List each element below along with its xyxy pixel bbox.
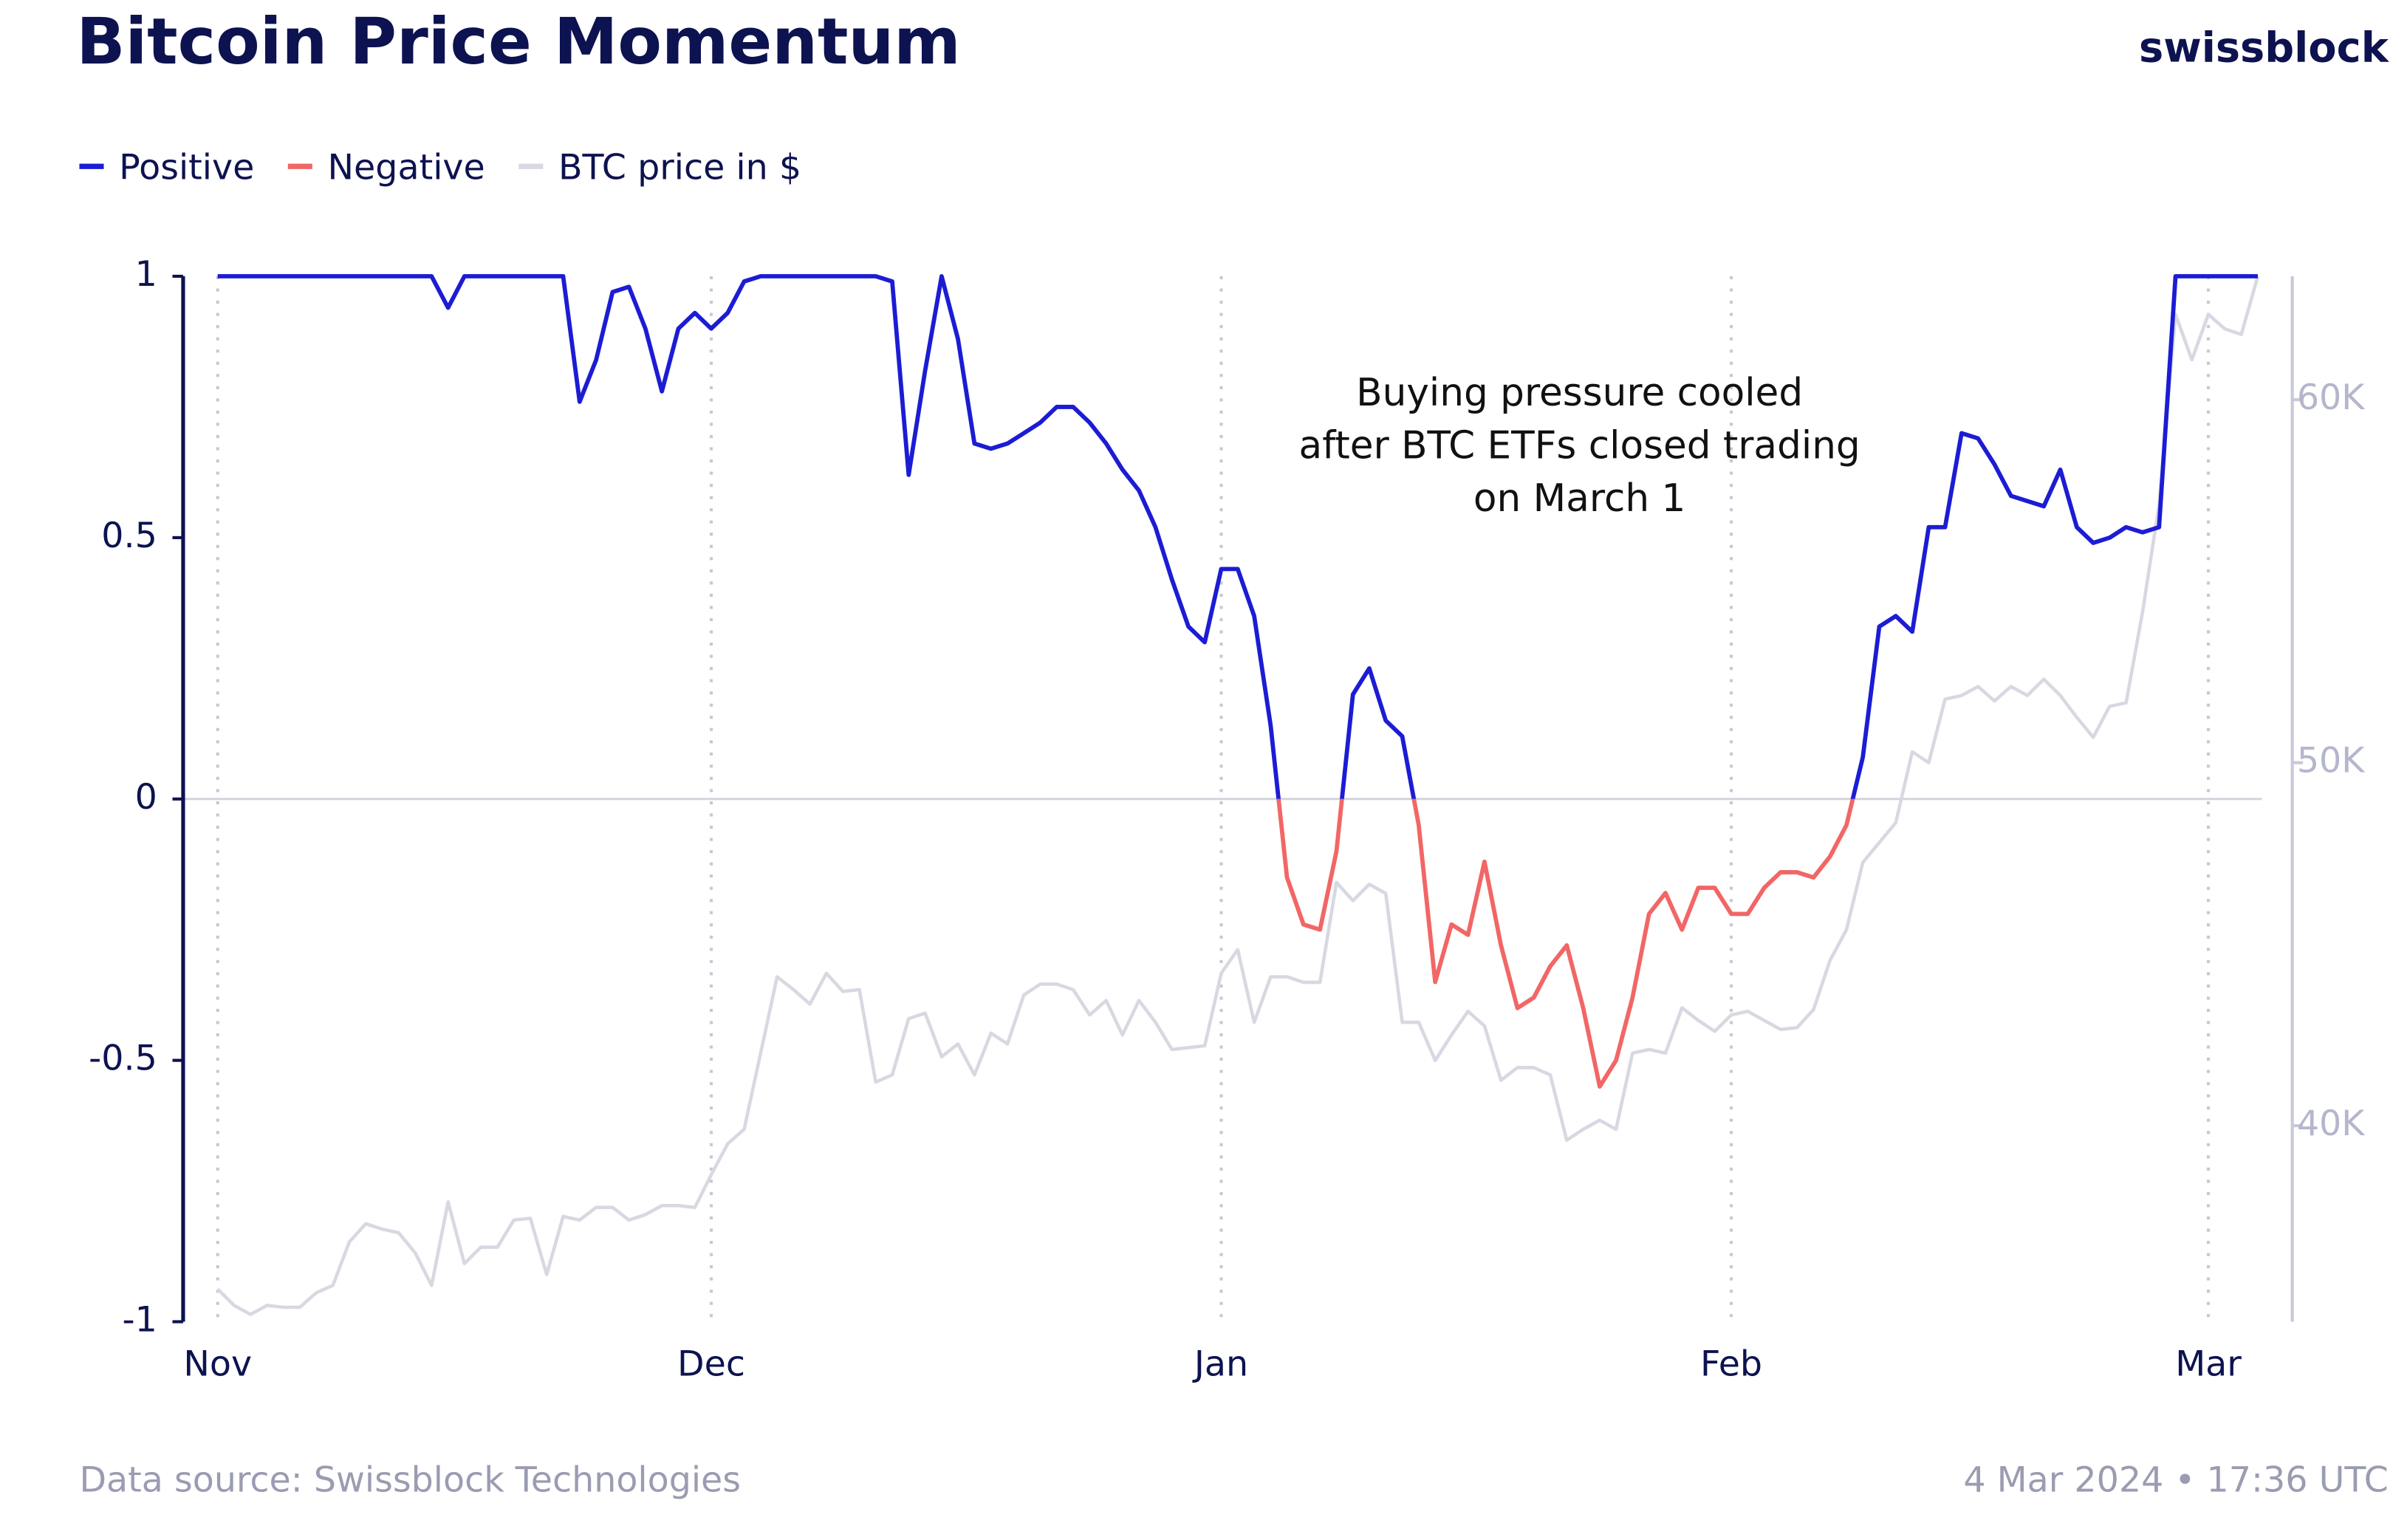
brand: swissblock: [2139, 24, 2390, 72]
annotation: on March 1: [1473, 476, 1685, 521]
y-tick-label: 0: [135, 777, 157, 818]
y-tick-label: 0.5: [101, 516, 157, 556]
annotation: after BTC ETFs closed trading: [1299, 424, 1860, 468]
plot-area: Nov Dec Jan Feb Mar 1 0.5 0 -0.5 -1 60K 50K 40K Buyin…: [89, 254, 2366, 1384]
legend-label: Negative: [328, 147, 485, 188]
x-tick-label: Dec: [677, 1344, 745, 1384]
momentum-negative-line: [1276, 798, 1855, 1089]
legend-label: BTC price in $: [558, 147, 801, 188]
y-tick-label: -0.5: [89, 1038, 157, 1079]
x-tick-label: Nov: [183, 1344, 252, 1384]
y2-tick-label: 60K: [2297, 377, 2366, 418]
y-tick-label: -1: [122, 1299, 157, 1340]
chart-title: Bitcoin Price Momentum: [76, 4, 960, 79]
source: Data source: Swissblock Technologies: [79, 1459, 741, 1500]
y2-tick-label: 50K: [2297, 741, 2366, 781]
x-tick-label: Jan: [1192, 1344, 1248, 1384]
legend-label: Positive: [119, 147, 254, 188]
timestamp: 4 Mar 2024 • 17:36 UTC: [1963, 1459, 2388, 1500]
y2-tick-label: 40K: [2297, 1103, 2366, 1144]
price-line: [216, 276, 2260, 1316]
annotation: Buying pressure cooled: [1356, 371, 1803, 415]
momentum-positive-line: [217, 274, 2258, 799]
x-tick-label: Mar: [2175, 1344, 2242, 1384]
y-tick-label: 1: [135, 254, 157, 295]
x-tick-label: Feb: [1700, 1344, 1762, 1384]
